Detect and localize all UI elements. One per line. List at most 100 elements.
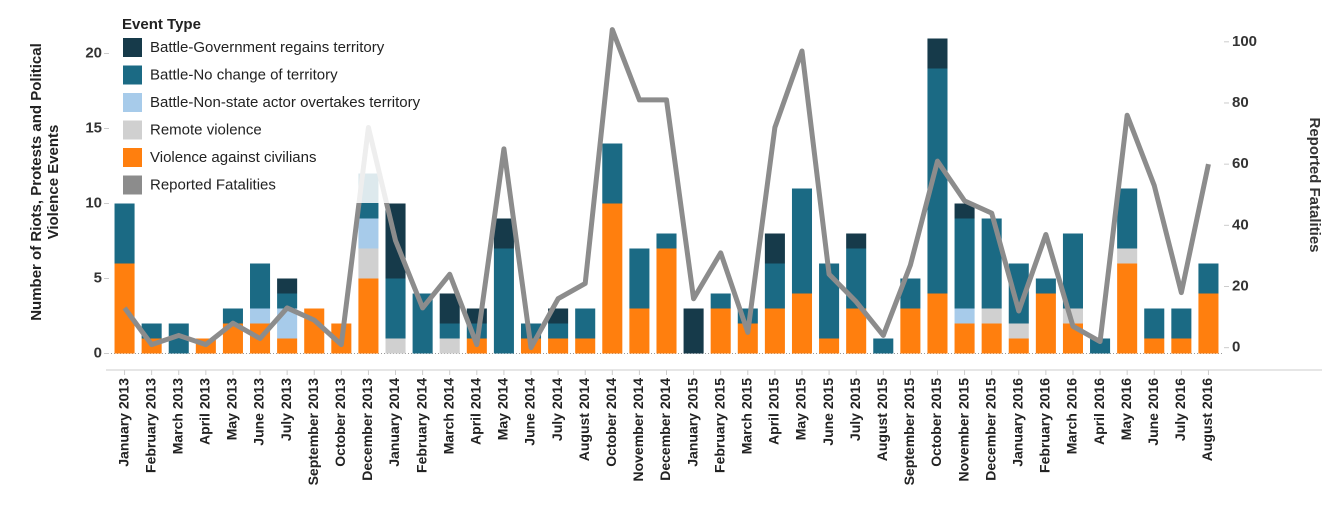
x-tick-label: July 2015 <box>847 378 863 441</box>
x-tick-label: May 2013 <box>224 378 240 440</box>
bar-segment <box>764 308 785 354</box>
x-tick-label: July 2014 <box>549 378 565 441</box>
y-tick-label: 20 <box>85 44 102 61</box>
x-tick-label: October 2015 <box>928 378 944 467</box>
x-tick-label: April 2015 <box>766 378 782 445</box>
bar-segment <box>277 338 298 354</box>
bar-segment <box>656 248 677 354</box>
bar-segment <box>981 218 1002 309</box>
y2-tick-label: 0 <box>1232 339 1240 356</box>
bar-segment <box>683 308 704 354</box>
legend-label: Battle-Non-state actor overtakes territo… <box>150 94 421 111</box>
bar-segment <box>250 308 271 324</box>
bar-segment <box>1008 263 1029 324</box>
legend-label: Battle-Government regains territory <box>150 39 385 56</box>
bar-segment <box>1198 293 1219 354</box>
bar-segment <box>1090 338 1111 354</box>
x-tick-label: March 2016 <box>1064 378 1080 454</box>
y-tick-label: 0 <box>94 344 102 361</box>
y2-tick-label: 80 <box>1232 94 1249 111</box>
bar-segment <box>412 293 433 354</box>
legend-title: Event Type <box>122 16 201 33</box>
bar-segment <box>222 308 243 324</box>
y-tick-label: 15 <box>85 119 102 136</box>
legend: Event Type Battle-Government regains terr… <box>116 8 476 203</box>
x-tick-label: June 2014 <box>522 378 538 446</box>
bar-segment <box>493 248 514 354</box>
bar-segment <box>277 278 298 294</box>
bar-segment <box>358 278 379 354</box>
bar-segment <box>764 263 785 309</box>
x-tick-label: July 2016 <box>1172 378 1188 441</box>
bar-segment <box>1117 188 1138 249</box>
legend-label: Reported Fatalities <box>150 176 276 193</box>
bar-segment <box>791 293 813 354</box>
bar-segment <box>981 308 1002 324</box>
x-tick-label: August 2015 <box>874 378 890 461</box>
bar-segment <box>358 218 379 249</box>
bar-segment <box>900 308 921 354</box>
bar-segment <box>927 68 948 294</box>
legend-swatch <box>123 148 142 167</box>
bar-segment <box>629 248 650 309</box>
bar-segment <box>791 188 813 294</box>
bar-segment <box>602 143 623 204</box>
bar-segment <box>1117 248 1138 264</box>
bar-segment <box>954 308 975 324</box>
x-tick-label: December 2013 <box>359 378 375 481</box>
bar-segment <box>873 338 894 354</box>
bar-segment <box>439 338 460 354</box>
x-tick-label: March 2014 <box>440 378 456 454</box>
bar-segment <box>439 293 460 324</box>
x-tick-label: May 2015 <box>793 378 809 440</box>
y-tick-label: 10 <box>85 194 102 211</box>
bar-segment <box>114 203 135 264</box>
x-tick-label: February 2015 <box>711 378 727 473</box>
x-tick-label: April 2016 <box>1091 378 1107 445</box>
bar-segment <box>629 308 650 354</box>
legend-swatch <box>123 65 142 85</box>
x-tick-label: November 2014 <box>630 378 646 482</box>
bar-segment <box>954 218 975 309</box>
fatalities-line <box>122 27 1211 351</box>
bar-segment <box>764 233 785 264</box>
legend-swatch <box>123 38 142 57</box>
bar-segment <box>846 233 867 249</box>
x-tick-label: March 2015 <box>738 378 754 454</box>
bar-segment <box>358 248 379 279</box>
bar-segment <box>1008 323 1029 339</box>
bar-segment <box>927 38 948 69</box>
x-tick-label: October 2013 <box>332 378 348 467</box>
bar-segment <box>1008 338 1029 354</box>
bar-segment <box>954 203 975 219</box>
bar-segment <box>846 308 867 354</box>
bar-segment <box>1035 278 1056 294</box>
y-axis-label: Number of Riots, Protests and Political … <box>28 43 62 321</box>
x-tick-label: January 2015 <box>684 378 700 467</box>
y2-tick-label: 20 <box>1232 277 1249 294</box>
x-tick-label: February 2013 <box>142 378 158 473</box>
x-tick-label: March 2013 <box>169 378 185 454</box>
bar-segment <box>168 323 189 354</box>
x-tick-label: November 2015 <box>955 378 971 482</box>
bar-segment <box>656 233 677 249</box>
x-tick-label: June 2015 <box>820 378 836 446</box>
bar-segment <box>1144 338 1165 354</box>
bar-segment <box>222 323 243 354</box>
bar-segment <box>981 323 1002 354</box>
x-tick-label: April 2014 <box>468 378 484 445</box>
x-tick-label: October 2014 <box>603 378 619 467</box>
x-tick-label: January 2016 <box>1009 378 1025 467</box>
bar-segment <box>1035 293 1056 354</box>
bar-segment <box>575 338 596 354</box>
bar-segment <box>710 308 731 354</box>
bar-segment <box>439 323 460 339</box>
x-tick-label: February 2014 <box>413 378 429 473</box>
legend-swatch <box>123 120 142 140</box>
x-tick-label: June 2016 <box>1145 378 1161 446</box>
bar-segment <box>1171 308 1192 339</box>
bar-segment <box>548 338 569 354</box>
bar-segment <box>1117 263 1138 354</box>
